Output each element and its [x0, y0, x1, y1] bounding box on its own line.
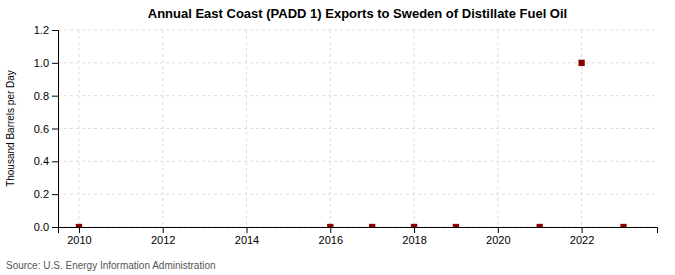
grid-line-x: [581, 30, 582, 227]
y-axis-label: Thousand Barrels per Day: [5, 70, 16, 187]
y-tick-label: 0.6: [34, 123, 49, 135]
grid-line-y: [58, 95, 657, 96]
point: [369, 224, 375, 227]
grid-line-x: [78, 30, 79, 227]
y-tick: 1.0: [34, 57, 58, 69]
y-tick-label: 1.2: [34, 24, 49, 36]
x-tick: 2014: [235, 227, 259, 246]
annotation: Source: U.S. Energy Information Administ…: [6, 260, 216, 271]
grid-line-x: [414, 30, 415, 227]
x-tick-label: 2012: [151, 234, 175, 246]
point: [76, 224, 82, 227]
point: [453, 224, 459, 227]
y-tick-mark: [52, 227, 58, 228]
y-tick-mark: [52, 96, 58, 97]
title: Annual East Coast (PADD 1) Exports to Sw…: [148, 6, 567, 21]
grid-line-y: [58, 62, 657, 63]
x-tick-mark: [163, 227, 164, 233]
x-tick-label: 2016: [319, 234, 343, 246]
x-tick: 2018: [402, 227, 426, 246]
grid-line-x: [497, 30, 498, 227]
y-tick-mark: [52, 129, 58, 130]
grid-line-x: [246, 30, 247, 227]
grid-line-y: [58, 194, 657, 195]
x-axis: 2010 2012 2014 2016 2018 2020 2022: [59, 227, 658, 246]
y-tick-label: 0.4: [34, 155, 49, 167]
x-tick: 2020: [486, 227, 510, 246]
x-tick-label: 2010: [67, 234, 91, 246]
grid-line-x: [330, 30, 331, 227]
point: [537, 224, 543, 227]
x-tick-label: 2022: [570, 234, 594, 246]
point: [578, 60, 584, 66]
grid: [58, 30, 657, 227]
point: [411, 224, 417, 227]
point: [327, 224, 333, 227]
y-tick-mark: [52, 194, 58, 195]
y-tick-mark: [52, 161, 58, 162]
x-tick-mark: [582, 227, 583, 233]
plot: 2010 2012 2014 2016 2018 2020 2022 0.0 0.2 0.4 0.6…: [34, 24, 658, 246]
points: [76, 60, 627, 227]
y-tick-label: 0.2: [34, 188, 49, 200]
y-axis: 0.0 0.2 0.4 0.6 0.8 1.0 1.2: [34, 24, 59, 233]
chart: 2010 2012 2014 2016 2018 2020 2022 0.0 0.2 0.4 0.6…: [0, 0, 675, 275]
x-tick-label: 2014: [235, 234, 259, 246]
x-axis-line: [59, 228, 658, 234]
x-tick-mark: [330, 227, 331, 233]
grid-line-y: [58, 128, 657, 129]
x-tick: 2012: [151, 227, 175, 246]
y-tick-label: 1.0: [34, 57, 49, 69]
x-tick-mark: [79, 227, 80, 233]
x-tick: 2016: [319, 227, 343, 246]
x-tick: 2010: [67, 227, 91, 246]
grid-line-y: [58, 161, 657, 162]
x-tick-mark: [414, 227, 415, 233]
grid-line-x: [162, 30, 163, 227]
y-axis-line: [52, 31, 59, 228]
x-tick: 2022: [570, 227, 594, 246]
grid-line-y: [58, 30, 657, 31]
y-tick: 0.6: [34, 123, 58, 135]
x-tick-mark: [246, 227, 247, 233]
y-tick: 1.2: [34, 24, 58, 36]
y-tick-mark: [52, 63, 58, 64]
y-tick: 0.4: [34, 155, 58, 167]
y-tick: 0.8: [34, 90, 58, 102]
x-tick-mark: [498, 227, 499, 233]
y-tick-mark: [52, 30, 58, 31]
x-tick-label: 2018: [402, 234, 426, 246]
x-tick-label: 2020: [486, 234, 510, 246]
point: [620, 224, 626, 227]
y-tick-label: 0.0: [34, 221, 49, 233]
y-tick-label: 0.8: [34, 90, 49, 102]
y-tick: 0.2: [34, 188, 58, 200]
y-tick: 0.0: [34, 221, 58, 233]
